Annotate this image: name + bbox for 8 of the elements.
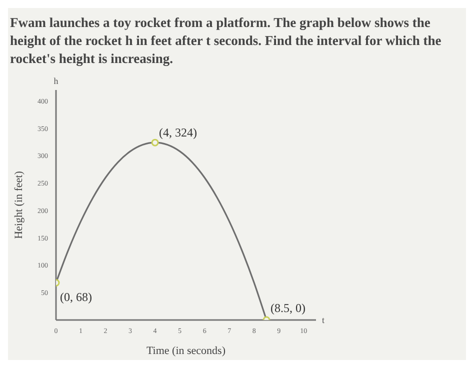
x-axis-title: Time (in seconds) (146, 345, 226, 357)
y-axis-title: Height (in feet) (12, 170, 25, 239)
annotation: (8.5, 0) (270, 301, 306, 315)
text: t (322, 315, 325, 325)
text: h (54, 76, 59, 86)
chart-title: Fwam launches a toy rocket from a platform. The graph below shows the height of the rocket h in feet after t seconds. Find the interval for which the rocket's height is increasing. (9, 14, 442, 68)
annotation: (0, 68) (60, 290, 92, 304)
annotation: (4, 324) (159, 126, 198, 140)
